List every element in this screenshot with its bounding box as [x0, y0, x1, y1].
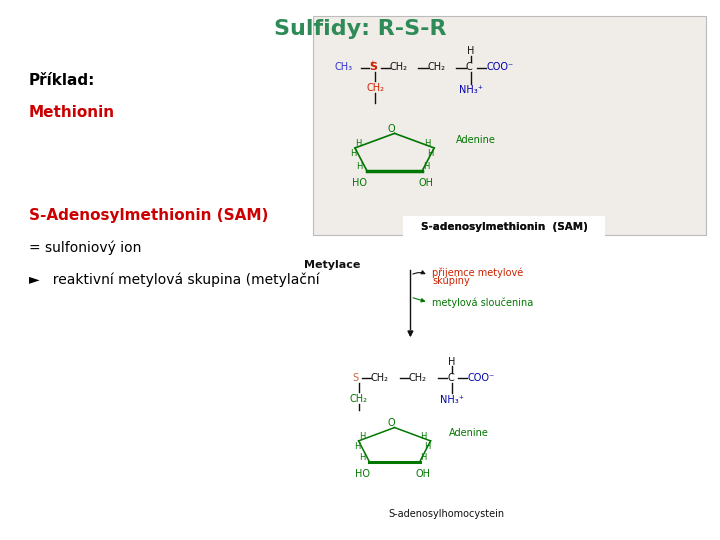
Text: H: H: [356, 139, 361, 148]
Text: H: H: [359, 432, 365, 441]
Text: +: +: [369, 60, 375, 66]
Text: C: C: [466, 63, 472, 72]
Text: H: H: [449, 357, 456, 367]
Text: H: H: [354, 442, 360, 451]
Text: H: H: [420, 453, 426, 462]
Text: H: H: [420, 432, 426, 441]
Text: Sulfidy: R-S-R: Sulfidy: R-S-R: [274, 19, 446, 39]
Text: CH₂: CH₂: [366, 83, 384, 93]
Text: CH₂: CH₂: [371, 373, 389, 383]
Text: S: S: [369, 63, 377, 72]
Text: HO: HO: [355, 469, 369, 478]
Text: COO⁻: COO⁻: [467, 373, 495, 383]
Text: S: S: [353, 373, 359, 383]
Text: O: O: [387, 124, 395, 134]
Text: S-adenosylmethionin  (SAM): S-adenosylmethionin (SAM): [420, 222, 588, 232]
Text: = sulfoniový ion: = sulfoniový ion: [29, 240, 141, 255]
Text: CH₂: CH₂: [409, 373, 427, 383]
Text: Metylace: Metylace: [304, 260, 360, 269]
Text: NH₃⁺: NH₃⁺: [459, 85, 483, 95]
Text: O: O: [387, 418, 395, 428]
Text: CH₂: CH₂: [390, 63, 408, 72]
Text: Adenine: Adenine: [456, 135, 495, 145]
Text: metylová sloučenina: metylová sloučenina: [432, 297, 534, 308]
Text: H: H: [359, 453, 365, 462]
Text: Adenine: Adenine: [449, 428, 488, 438]
Text: ►   reaktivní metylová skupina (metylační: ► reaktivní metylová skupina (metylační: [29, 273, 320, 287]
Text: H: H: [424, 139, 430, 148]
Text: H: H: [467, 46, 474, 56]
Text: C: C: [447, 373, 454, 383]
Text: H: H: [428, 149, 433, 158]
Text: NH₃⁺: NH₃⁺: [440, 395, 464, 404]
Text: CH₃: CH₃: [335, 63, 353, 72]
Text: přijemce metylové: přijemce metylové: [432, 267, 523, 278]
Text: Methionin: Methionin: [29, 105, 115, 120]
Text: OH: OH: [418, 178, 433, 187]
Text: H: H: [423, 162, 429, 171]
FancyBboxPatch shape: [403, 216, 605, 237]
Text: CH₂: CH₂: [428, 63, 446, 72]
Text: H: H: [351, 149, 356, 158]
Text: S-adenosylmethionin  (SAM): S-adenosylmethionin (SAM): [420, 222, 588, 232]
Text: OH: OH: [416, 469, 431, 478]
Text: COO⁻: COO⁻: [486, 63, 513, 72]
Text: HO: HO: [352, 178, 367, 187]
Text: S-Adenosylmethionin (SAM): S-Adenosylmethionin (SAM): [29, 208, 268, 223]
Text: Příklad:: Příklad:: [29, 73, 95, 88]
Text: H: H: [424, 442, 430, 451]
FancyBboxPatch shape: [313, 16, 706, 235]
Text: S-adenosylhomocystein: S-adenosylhomocystein: [388, 509, 505, 519]
Text: H: H: [356, 162, 363, 171]
Text: skupiny: skupiny: [432, 276, 469, 286]
Text: CH₂: CH₂: [350, 394, 368, 403]
